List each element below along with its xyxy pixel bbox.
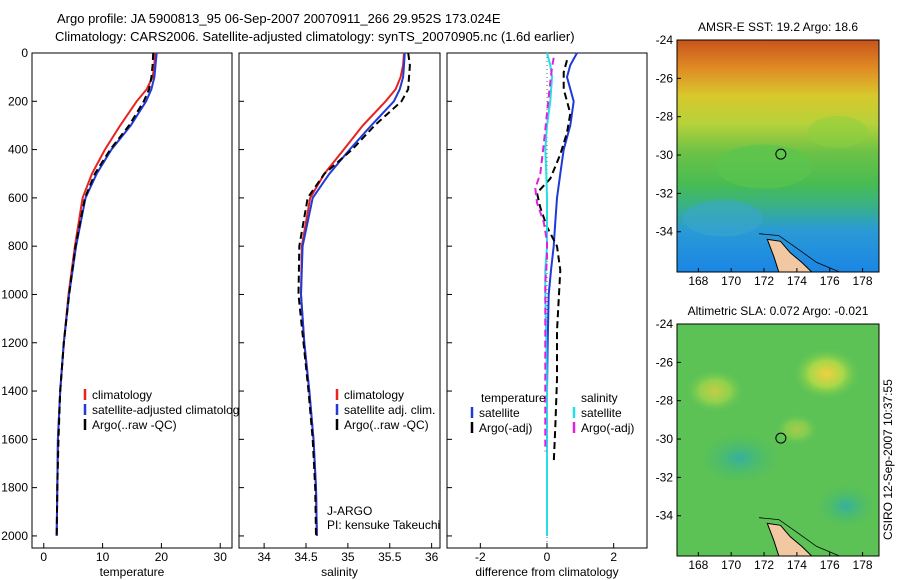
y-tick-label: 0	[21, 46, 28, 60]
legend-label: satellite	[581, 406, 622, 420]
y-tick-label: 200	[8, 94, 28, 108]
series-line-argo-raw-qc-	[297, 52, 411, 536]
depth-contour	[759, 233, 840, 272]
x-axis-label: salinity	[321, 565, 358, 579]
y-tick-label: -34	[656, 225, 674, 239]
x-tick-label: 35.5	[378, 550, 402, 564]
y-tick-label: 600	[8, 191, 28, 205]
series-line-satellite-adjusted-climatology	[55, 52, 158, 536]
y-tick-label: 1800	[1, 481, 28, 495]
x-tick-label: 20	[155, 550, 169, 564]
x-tick-label: 174	[787, 274, 807, 288]
legend-label: climatology	[92, 388, 152, 402]
map-panel-1: AMSR-E SST: 19.2 Argo: 18.6 168 170 172 174 1…	[656, 20, 880, 288]
legend-header-salinity: salinity	[581, 391, 618, 405]
legend-label: Argo(..raw -QC)	[92, 418, 177, 432]
map-title: AMSR-E SST: 19.2 Argo: 18.6	[698, 20, 858, 34]
series-line-satellite-adj-clim-	[299, 52, 406, 536]
x-tick-label: 35	[341, 550, 355, 564]
y-tick-label: -30	[656, 432, 674, 446]
y-tick-label: -32	[656, 186, 674, 200]
x-tick-label: 176	[820, 558, 840, 572]
map-panels: AMSR-E SST: 19.2 Argo: 18.6 168 170 172 174 1…	[656, 20, 880, 572]
x-tick-label: 170	[721, 558, 741, 572]
x-tick-label: 174	[787, 558, 807, 572]
x-tick-label: 178	[853, 274, 873, 288]
argo-position-marker	[775, 432, 787, 444]
y-tick-label: -26	[656, 71, 674, 85]
y-tick-label: -26	[656, 355, 674, 369]
land-north-island	[766, 238, 813, 272]
y-tick-label: -30	[656, 148, 674, 162]
legend-label: satellite-adjusted climatology	[92, 403, 245, 417]
annotation-text: PI: kensuke Takeuchi	[327, 518, 440, 532]
legend-label: climatology	[344, 388, 404, 402]
y-tick-label: 1200	[1, 336, 28, 350]
profile-panels: 0 10 20 30020040060080010001200140016001800…	[1, 46, 648, 579]
x-tick-label: 172	[754, 558, 774, 572]
x-tick-label: 178	[853, 558, 873, 572]
series-line-temperature-argo-adj-	[535, 59, 572, 464]
x-tick-label: 168	[688, 558, 708, 572]
x-tick-label: 2	[610, 550, 617, 564]
legend-label: satellite adj. clim.	[344, 403, 435, 417]
x-tick-label: 176	[820, 274, 840, 288]
map-field	[677, 40, 879, 272]
x-tick-label: 172	[754, 274, 774, 288]
map-field	[677, 324, 879, 556]
y-tick-label: -28	[656, 394, 674, 408]
y-tick-label: 1600	[1, 432, 28, 446]
x-tick-label: 0	[544, 550, 551, 564]
profile-panel-2: 34 34.5 35 35.5 36 salinity climatologysatelli…	[238, 52, 441, 579]
x-axis-label: temperature	[100, 565, 165, 579]
legend-label: Argo(..raw -QC)	[344, 418, 429, 432]
annotation-text: J-ARGO	[327, 504, 372, 518]
header-line-2: Climatology: CARS2006. Satellite-adjuste…	[55, 29, 575, 44]
legend-label: Argo(-adj)	[479, 421, 532, 435]
x-axis-label: difference from climatology	[475, 565, 618, 579]
y-tick-label: 800	[8, 239, 28, 253]
x-tick-label: 34	[257, 550, 271, 564]
map-title: Altimetric SLA: 0.072 Argo: -0.021	[688, 304, 869, 318]
x-tick-label: 34.5	[294, 550, 318, 564]
legend-header-temperature: temperature	[481, 391, 546, 405]
depth-contour	[759, 517, 840, 556]
profile-panel-1: 0 10 20 30 0 200 400 600 800 1000 1200 1400 1600 1800…	[1, 46, 245, 579]
y-tick-label: -34	[656, 509, 674, 523]
side-label: CSIRO 12-Sep-2007 10:37:55	[881, 379, 895, 540]
y-tick-label: -32	[656, 470, 674, 484]
y-tick-label: -28	[656, 110, 674, 124]
x-tick-label: 168	[688, 274, 708, 288]
x-tick-label: 10	[96, 550, 110, 564]
x-tick-label: 0	[40, 550, 47, 564]
series-line-salinity-satellite	[544, 52, 554, 536]
y-tick-label: 2000	[1, 529, 28, 543]
x-tick-label: -2	[475, 550, 486, 564]
legend-label: satellite	[479, 406, 520, 420]
series-line-salinity-argo-adj-	[534, 57, 555, 452]
x-tick-label: 36	[425, 550, 439, 564]
y-tick-label: 400	[8, 143, 28, 157]
y-tick-label: 1400	[1, 384, 28, 398]
plot-frame	[238, 52, 441, 549]
map-panel-2: Altimetric SLA: 0.072 Argo: -0.021 168 170…	[656, 304, 880, 572]
map-frame	[676, 39, 880, 273]
x-tick-label: 170	[721, 274, 741, 288]
land-north-island	[766, 522, 813, 556]
y-tick-label: 1000	[1, 287, 28, 301]
header-line-1: Argo profile: JA 5900813_95 06-Sep-2007 …	[57, 11, 501, 26]
argo-position-marker	[775, 148, 787, 160]
x-tick-label: 30	[214, 550, 228, 564]
plot-frame	[31, 52, 233, 549]
y-tick-label: -24	[656, 33, 674, 47]
map-frame	[676, 323, 880, 557]
y-tick-label: -24	[656, 317, 674, 331]
legend-label: Argo(-adj)	[581, 421, 634, 435]
